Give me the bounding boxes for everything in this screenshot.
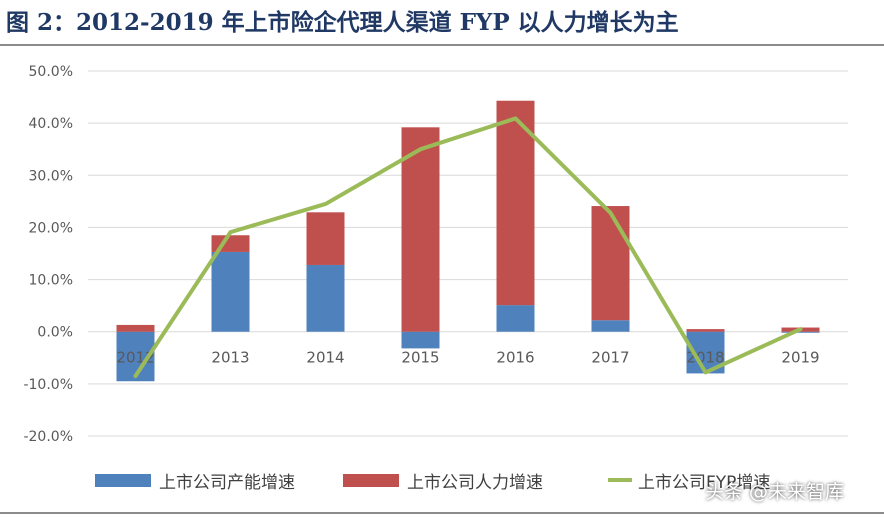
y-tick-label: -10.0%	[23, 377, 73, 393]
y-tick-label: 40.0%	[29, 116, 73, 132]
legend-swatch-1	[343, 474, 399, 487]
y-tick-label: 50.0%	[29, 64, 73, 80]
legend-swatch-0	[95, 474, 151, 487]
x-axis-tick-labels: 2012 2013 2014 2015 2016 2017 2018 2019	[116, 349, 819, 367]
legend-label-0: 上市公司产能增速	[159, 473, 295, 493]
legend: 上市公司产能增速 上市公司人力增速 上市公司FYP增速	[95, 473, 770, 493]
bar-productivity-2014	[306, 264, 345, 332]
x-tick-label: 2016	[496, 349, 534, 367]
line-layer	[133, 116, 803, 379]
bar-manpower-2014	[306, 212, 345, 265]
y-axis-tick-labels: -20.0% -10.0% 0.0% 10.0% 20.0% 30.0% 40.0% 50.0…	[23, 64, 73, 445]
x-tick-label: 2015	[401, 349, 439, 367]
bottom-divider	[0, 512, 884, 514]
figure-title: 图 2：2012-2019 年上市险企代理人渠道 FYP 以人力增长为主	[6, 9, 679, 36]
fyp-growth-chart: -20.0% -10.0% 0.0% 10.0% 20.0% 30.0% 40.0% 50.0…	[23, 64, 848, 493]
y-tick-label: 30.0%	[29, 168, 73, 184]
bar-productivity-2013	[211, 251, 250, 332]
bar-manpower-2016	[496, 100, 535, 306]
y-tick-label: 20.0%	[29, 220, 73, 236]
x-tick-label: 2013	[211, 349, 249, 367]
title-divider	[0, 44, 884, 46]
legend-label-1: 上市公司人力增速	[407, 473, 543, 493]
bar-manpower-2012	[116, 324, 155, 332]
watermark: 头条 @未来智库	[705, 481, 845, 503]
bar-productivity-2015	[401, 331, 440, 349]
y-tick-label: -20.0%	[23, 429, 73, 445]
bar-productivity-2017	[591, 320, 630, 332]
bar-manpower-2017	[591, 206, 630, 321]
y-tick-label: 10.0%	[29, 273, 73, 289]
x-tick-label: 2019	[781, 349, 819, 367]
bar-manpower-2015	[401, 127, 440, 332]
x-tick-label: 2017	[591, 349, 629, 367]
bar-productivity-2019	[781, 331, 820, 333]
fyp-growth-line	[133, 116, 803, 379]
x-tick-label: 2014	[306, 349, 344, 367]
bar-layer	[116, 100, 820, 382]
bar-manpower-2018	[686, 329, 725, 332]
legend-label-2: 上市公司FYP增速	[638, 473, 770, 493]
bar-productivity-2016	[496, 305, 535, 332]
grid-layer	[88, 70, 848, 437]
y-tick-label: 0.0%	[37, 325, 73, 341]
